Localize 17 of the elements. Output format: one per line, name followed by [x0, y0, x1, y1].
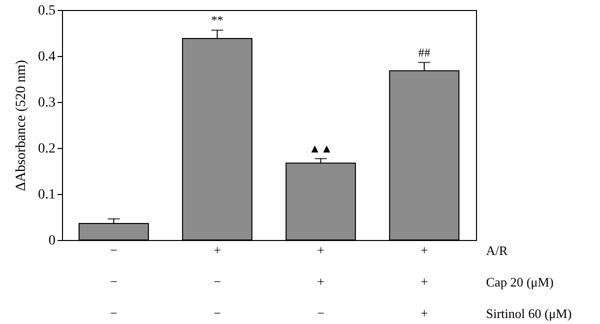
data-label: ##: [418, 45, 430, 60]
y-tick-label: 0.5: [38, 4, 56, 18]
y-tick-label: 0.3: [38, 96, 56, 110]
category-label: + − −: [214, 242, 221, 320]
category-label: + + +: [420, 242, 428, 320]
y-axis-title: ΔAbsorbance (520 nm): [14, 60, 29, 192]
text: Cap 20 (μM): [486, 274, 554, 290]
category-label: − − −: [110, 242, 118, 320]
y-tick-label: 0.2: [38, 142, 56, 156]
y-tick-label: 0: [48, 234, 56, 248]
category-label: + + −: [317, 242, 324, 320]
text: A/R: [486, 243, 508, 258]
data-label: ▲▲: [308, 142, 333, 156]
data-label: **: [211, 13, 224, 28]
text: Sirtinol 60 (μM): [486, 306, 572, 321]
y-tick-label: 0.1: [38, 188, 56, 202]
y-tick-label: 0.4: [38, 50, 56, 64]
